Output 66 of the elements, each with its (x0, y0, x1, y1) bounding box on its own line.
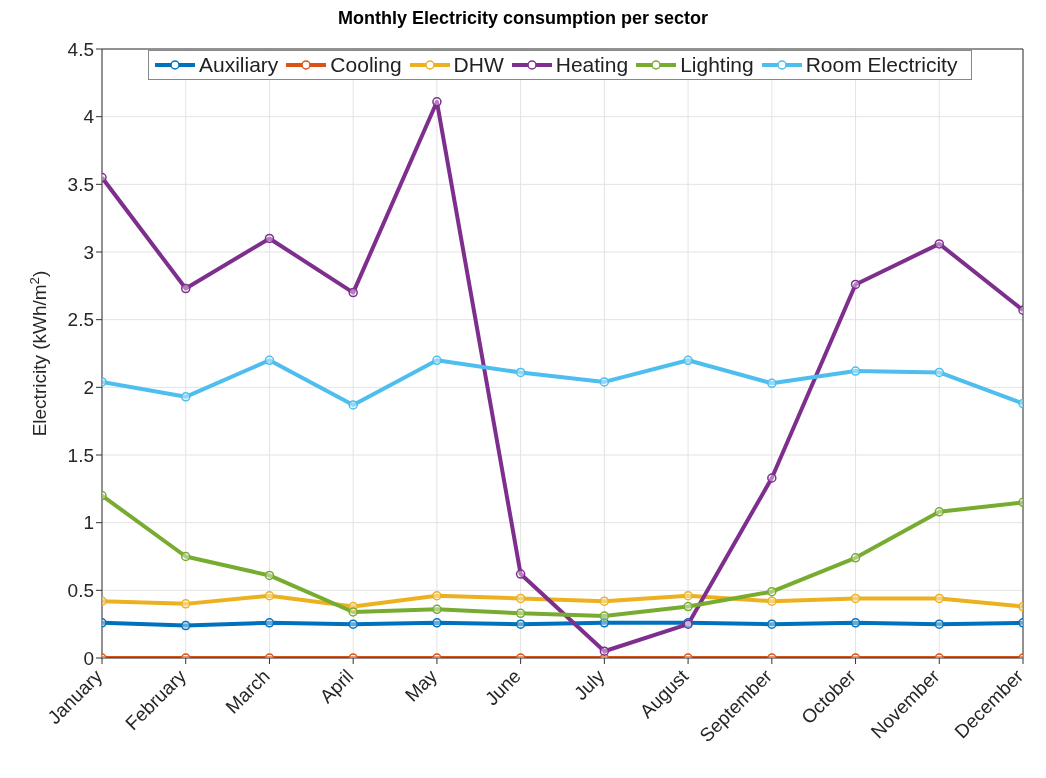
point (348, 400, 358, 410)
point (850, 618, 861, 628)
point (264, 591, 275, 601)
point (515, 367, 526, 378)
point (683, 601, 693, 612)
legend-label: Heating (554, 53, 629, 77)
point (934, 507, 945, 517)
y-tick-label: 0.5 (67, 580, 94, 602)
x-tick-label: May (400, 665, 442, 706)
y-tick-label: 1 (83, 512, 94, 534)
point (599, 596, 610, 606)
point (683, 591, 693, 601)
y-tick-label: 2 (83, 377, 94, 399)
legend-label: DHW (452, 53, 504, 77)
point (599, 377, 610, 387)
point (599, 646, 610, 656)
y-tick-label: 1.5 (67, 444, 94, 466)
point (683, 355, 693, 366)
point (264, 233, 275, 244)
point (180, 551, 191, 562)
point (180, 620, 191, 631)
point (850, 553, 861, 563)
legend-label: Room Electricity (804, 53, 958, 77)
point (934, 619, 945, 629)
point (432, 591, 442, 601)
legend-label: Cooling (329, 53, 402, 77)
point (348, 607, 358, 617)
point (515, 608, 526, 619)
point (432, 618, 442, 628)
point (264, 355, 275, 366)
point (180, 599, 191, 609)
line-series (102, 355, 1023, 410)
point (767, 619, 777, 629)
legend-label: Lighting (679, 53, 754, 77)
point (515, 619, 526, 629)
point (767, 596, 777, 606)
point (599, 611, 610, 621)
point (348, 287, 358, 298)
y-tick-label: 3 (83, 241, 94, 263)
point (850, 279, 861, 290)
y-tick-label: 4 (83, 106, 95, 128)
point (767, 378, 777, 389)
x-tick-label: July (569, 665, 609, 705)
point (515, 569, 526, 579)
y-tick-label: 3.5 (67, 174, 94, 196)
point (850, 366, 861, 376)
point (432, 355, 442, 366)
legend-label: Auxiliary (198, 53, 279, 77)
point (180, 392, 191, 402)
y-tick-label: 2.5 (67, 309, 94, 331)
point (264, 618, 275, 628)
point (348, 619, 358, 629)
point (934, 367, 945, 378)
point (850, 593, 861, 604)
point (934, 593, 945, 604)
chart-title: Monthly Electricity consumption per sector (336, 8, 710, 28)
point (264, 570, 275, 581)
point (432, 604, 442, 615)
point (180, 283, 191, 294)
point (515, 593, 526, 604)
y-tick-label: 4.5 (67, 38, 94, 60)
point (767, 586, 777, 597)
point (767, 473, 777, 483)
point (432, 97, 442, 107)
y-tick-label: 0 (83, 647, 94, 669)
point (934, 239, 945, 249)
